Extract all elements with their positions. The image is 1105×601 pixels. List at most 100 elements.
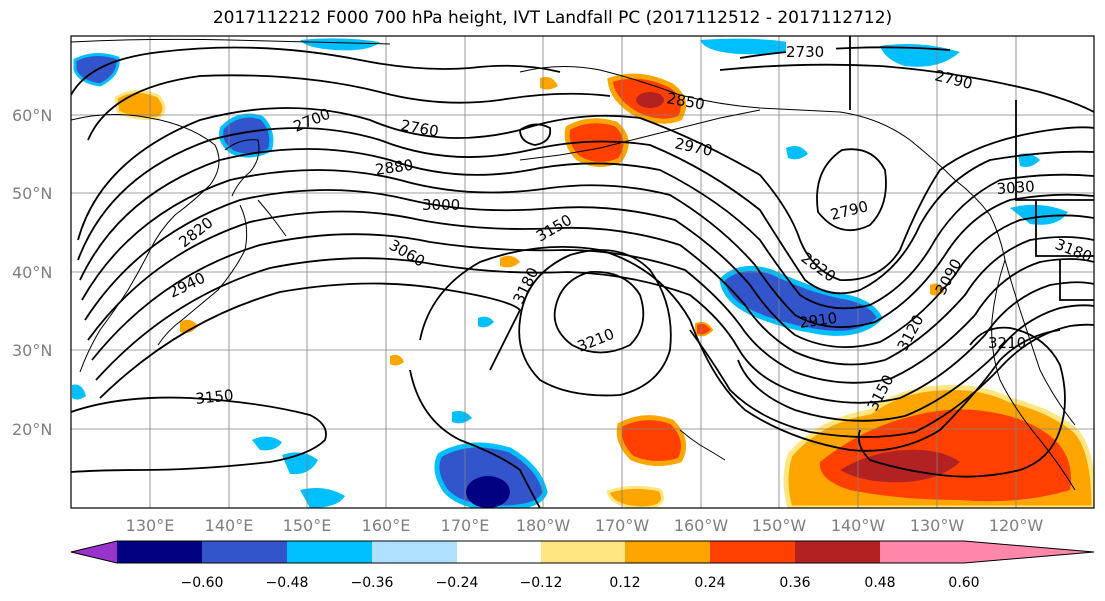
contour-low-small xyxy=(519,123,552,146)
lon-label: 170°W xyxy=(595,516,650,535)
colorbar-ticks: −0.60 −0.48 −0.36 −0.24 −0.12 0.12 0.24 … xyxy=(181,575,980,591)
contour-3150-west xyxy=(71,396,327,473)
colorbar-segment xyxy=(287,541,372,563)
colorbar-tick: −0.24 xyxy=(436,575,479,591)
shade-neg-small-4 xyxy=(1010,204,1068,225)
colorbar-tick: −0.48 xyxy=(266,575,309,591)
colorbar-segment xyxy=(541,541,625,563)
coastline-alaska-north xyxy=(519,65,911,141)
contour-3210-east xyxy=(857,326,1066,478)
contour-3060 xyxy=(99,282,522,399)
contour-label: 3000 xyxy=(422,196,460,214)
shade-neg-subtropic-core xyxy=(466,476,510,508)
coastline-aleutians xyxy=(519,109,761,161)
height-contours xyxy=(71,36,1094,508)
contour-2940 xyxy=(84,189,1094,349)
lat-label: 40°N xyxy=(12,263,52,282)
shade-neg-gulf-alaska-top xyxy=(700,38,800,55)
contour-3120 xyxy=(689,323,1094,438)
lon-label: 160°W xyxy=(674,516,729,535)
lon-label: 160°E xyxy=(362,516,411,535)
lon-label: 120°W xyxy=(989,516,1044,535)
colorbar-tick: −0.36 xyxy=(351,575,394,591)
contour-2910 xyxy=(81,169,1094,329)
coastline-kamchatka xyxy=(224,139,260,197)
shade-neg-small-8 xyxy=(452,410,472,424)
contour-label: 3150 xyxy=(195,386,235,408)
map-title: 2017112212 F000 700 hPa height, IVT Land… xyxy=(212,8,893,28)
shade-neg-small-5 xyxy=(1018,153,1040,168)
colorbar-tick: 0.24 xyxy=(694,575,725,591)
lon-label: 140°W xyxy=(831,516,886,535)
contour-3150-outer xyxy=(409,369,541,508)
contour-3210-center xyxy=(553,271,645,354)
lon-label: 150°E xyxy=(283,516,332,535)
contour-2970 xyxy=(87,210,1094,366)
contour-2700 xyxy=(71,46,561,96)
shade-neg-small-7 xyxy=(478,316,494,328)
contour-2760 xyxy=(87,74,611,141)
shade-pos-small-3 xyxy=(695,321,714,337)
colorbar-segment xyxy=(457,541,541,563)
lon-label: 150°W xyxy=(752,516,807,535)
colorbar-extend-high xyxy=(964,541,1094,563)
colorbar-tick: −0.60 xyxy=(181,575,224,591)
colorbar-segment xyxy=(202,541,287,563)
lon-label: 130°W xyxy=(910,516,965,535)
coastline-us-west xyxy=(991,259,1076,491)
shade-pos-bering-south xyxy=(564,118,629,167)
colorbar: −0.60 −0.48 −0.36 −0.24 −0.12 0.12 0.24 … xyxy=(70,540,1095,591)
coastline-kurils xyxy=(257,199,287,237)
colorbar-tick: 0.36 xyxy=(779,575,810,591)
coastline-japan xyxy=(157,204,248,346)
shade-pos-small-4 xyxy=(500,255,520,268)
colorbar-tick: 0.12 xyxy=(609,575,640,591)
contour-label: 2880 xyxy=(374,156,414,179)
contour-label: 2730 xyxy=(786,43,824,61)
contour-label: 2910 xyxy=(798,309,838,332)
shade-pos-small-1 xyxy=(180,319,198,334)
contour-label: 3030 xyxy=(996,177,1035,198)
colorbar-extend-low xyxy=(71,541,117,563)
lon-label: 180°W xyxy=(516,516,571,535)
contour-3180 xyxy=(518,249,672,397)
colorbar-segment xyxy=(795,541,880,563)
colorbar-segment xyxy=(710,541,795,563)
shade-pos-small-5 xyxy=(540,77,558,90)
coastline-north-edge xyxy=(71,38,391,45)
contour-3000 xyxy=(91,233,1094,384)
contour-ne-box xyxy=(1015,100,1094,201)
map-frame xyxy=(70,35,1095,509)
contour-3030 xyxy=(95,257,1094,404)
negative-ivt-shading xyxy=(72,38,1068,508)
coastline-hawaii xyxy=(679,429,726,461)
colorbar-segment xyxy=(372,541,457,563)
lon-label: 140°E xyxy=(205,516,254,535)
shade-pos-small-2 xyxy=(390,354,404,366)
lat-label: 60°N xyxy=(12,106,52,125)
map-plot-area: 2730 2790 2700 2760 2850 2970 2880 3000 … xyxy=(12,35,1095,535)
coastlines xyxy=(71,38,1076,491)
contour-2880 xyxy=(79,148,1094,310)
shade-neg-small-6 xyxy=(786,146,808,160)
contour-3150-central xyxy=(419,245,1061,452)
contour-2790-low xyxy=(816,148,887,232)
colorbar-outline xyxy=(70,540,1095,564)
lat-label: 20°N xyxy=(12,420,52,439)
lat-label: 30°N xyxy=(12,341,52,360)
shade-pos-bering-core xyxy=(636,92,664,108)
contour-3090 xyxy=(737,304,1094,422)
contour-2850 xyxy=(77,127,1094,295)
shade-neg-small-3 xyxy=(300,488,345,508)
colorbar-segment xyxy=(117,541,202,563)
shade-neg-north-top xyxy=(300,38,380,51)
contour-2820 xyxy=(77,107,1094,281)
lat-label: 50°N xyxy=(12,184,52,203)
shade-neg-small-1 xyxy=(252,436,282,451)
contour-2790-north xyxy=(719,63,1094,113)
colorbar-segment xyxy=(625,541,710,563)
positive-ivt-shading xyxy=(114,73,1094,508)
lon-label: 130°E xyxy=(126,516,175,535)
longitude-labels: 130°E 140°E 150°E 160°E 170°E 180°W 170°… xyxy=(126,516,1044,535)
